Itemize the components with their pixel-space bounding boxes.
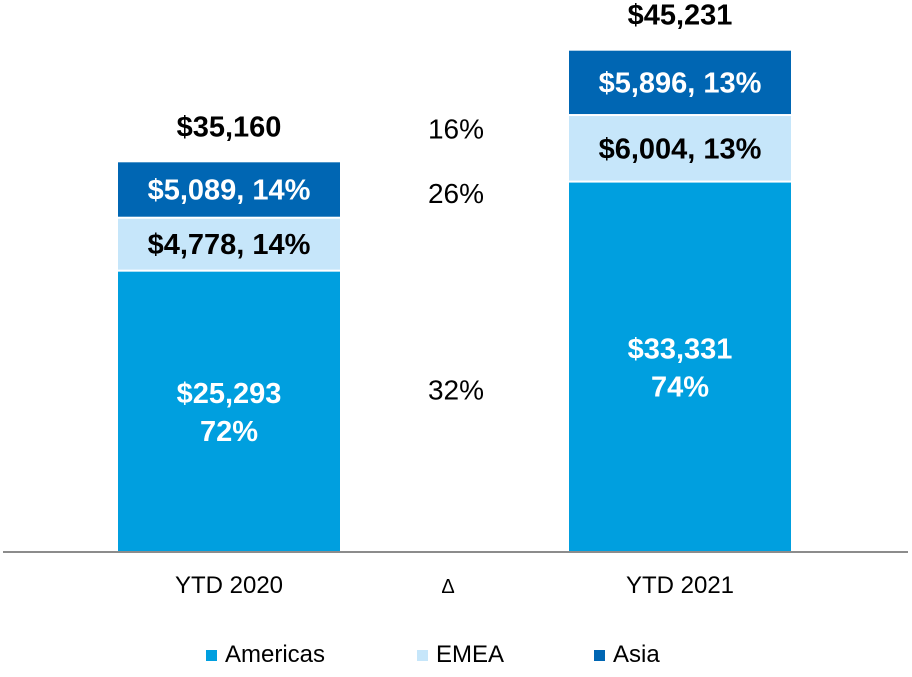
x-tick-labels: YTD 2020 Δ YTD 2021 [175, 572, 734, 599]
delta-label-emea: 26% [428, 178, 484, 209]
legend-swatch-americas [206, 649, 217, 661]
legend-item-emea: EMEA [417, 641, 504, 669]
data-label-emea-ytd-2021: $6,004, 13% [599, 133, 762, 165]
bar-asia-ytd-2021 [569, 50, 791, 115]
legend-item-asia: Asia [594, 641, 660, 669]
total-label-ytd-2021: $45,231 [628, 0, 733, 32]
bar-emea-ytd-2020 [118, 218, 340, 270]
legend-item-americas: Americas [206, 641, 325, 669]
bar-americas-ytd-2020 [118, 271, 340, 552]
legend: Americas EMEA Asia [0, 641, 912, 673]
data-label-americas-ytd-2020-line2: 72% [200, 416, 258, 448]
x-tick-label-ytd-2020: YTD 2020 [175, 572, 283, 599]
bar-asia-ytd-2020 [118, 162, 340, 217]
bars-layer [118, 50, 791, 552]
total-label-ytd-2020: $35,160 [177, 111, 282, 143]
x-tick-label-delta: Δ [441, 576, 454, 598]
delta-label-americas: 32% [428, 375, 484, 406]
data-label-americas-ytd-2021-line2: 74% [651, 371, 709, 403]
data-label-asia-ytd-2021: $5,896, 13% [599, 67, 762, 99]
data-label-americas-ytd-2021-line1: $33,331 [628, 333, 733, 365]
data-label-emea-ytd-2020: $4,778, 14% [148, 229, 311, 261]
bar-emea-ytd-2021 [569, 116, 791, 181]
legend-label-asia: Asia [613, 641, 660, 668]
legend-label-americas: Americas [225, 641, 326, 668]
legend-swatch-asia [594, 649, 605, 661]
legend-label-emea: EMEA [436, 641, 505, 668]
legend-swatch-emea [417, 649, 428, 661]
x-tick-label-ytd-2021: YTD 2021 [626, 572, 734, 599]
bar-americas-ytd-2021 [569, 182, 791, 552]
data-label-americas-ytd-2020-line1: $25,293 [177, 378, 282, 410]
data-label-asia-ytd-2020: $5,089, 14% [148, 175, 311, 207]
delta-label-asia: 16% [428, 114, 484, 145]
labels-layer: $25,293 72% $4,778, 14% $5,089, 14% $35,160 $… [148, 0, 762, 448]
